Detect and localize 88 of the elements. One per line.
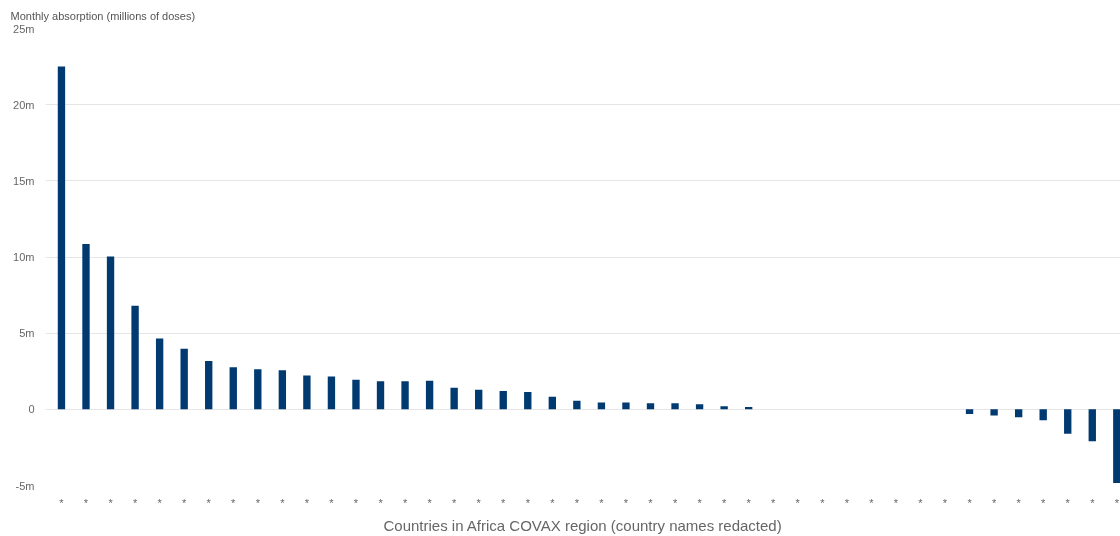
x-tick-label: * <box>746 496 752 509</box>
x-tick-label: * <box>378 496 384 509</box>
x-tick-label: * <box>59 496 65 509</box>
x-tick-label: * <box>795 496 801 509</box>
x-tick-label: * <box>844 496 850 509</box>
bar <box>475 389 483 410</box>
x-tick-label: * <box>304 496 310 509</box>
x-tick-label: * <box>942 496 948 509</box>
bar <box>1088 409 1096 442</box>
bar <box>205 361 213 410</box>
bar <box>376 381 385 410</box>
bar <box>1014 409 1023 418</box>
bar <box>524 392 532 410</box>
bar <box>499 391 507 410</box>
x-tick-label: * <box>501 496 507 509</box>
x-tick-label: * <box>427 496 433 509</box>
bar <box>106 256 115 410</box>
x-tick-label: * <box>329 496 335 509</box>
bar <box>278 370 287 410</box>
bar <box>695 404 704 410</box>
bar <box>327 376 336 410</box>
x-tick-label: * <box>353 496 359 509</box>
x-tick-label: * <box>991 496 997 509</box>
x-tick-label: * <box>132 496 138 509</box>
x-tick-label: * <box>452 496 458 509</box>
y-tick-label: 20m <box>13 98 35 111</box>
x-tick-label: * <box>599 496 605 509</box>
x-tick-label: * <box>476 496 482 509</box>
x-tick-label: * <box>255 496 261 509</box>
x-tick-label: * <box>525 496 531 509</box>
y-tick-label: -5m <box>15 479 35 492</box>
x-tick-label: * <box>721 496 727 509</box>
bar <box>57 66 66 410</box>
bar <box>597 402 606 410</box>
x-tick-label: * <box>280 496 286 509</box>
x-tick-label: * <box>83 496 89 509</box>
y-tick-label: 25m <box>13 22 35 35</box>
bar <box>155 338 164 410</box>
bar <box>573 400 581 410</box>
bar <box>720 406 728 410</box>
bar <box>401 381 409 410</box>
x-tick-label: * <box>771 496 777 509</box>
x-tick-label: * <box>697 496 703 509</box>
x-tick-label: * <box>820 496 826 509</box>
bar <box>303 375 311 410</box>
x-axis-title: Countries in Africa COVAX region (country names redacted) <box>383 516 782 534</box>
x-tick-label: * <box>1065 496 1071 509</box>
bar <box>965 409 974 414</box>
x-tick-label: * <box>182 496 188 509</box>
y-tick-label: 0 <box>28 403 35 416</box>
bar <box>548 396 556 410</box>
x-tick-label: * <box>1090 496 1096 509</box>
y-axis-title: Monthly absorption (millions of doses) <box>10 9 196 22</box>
bar <box>622 402 630 410</box>
y-tick-label: 5m <box>19 327 35 340</box>
bar <box>352 379 360 410</box>
x-tick-label: * <box>869 496 875 509</box>
y-tick-label: 15m <box>13 174 35 187</box>
x-tick-label: * <box>108 496 114 509</box>
x-tick-label: * <box>231 496 237 509</box>
y-tick-label: 10m <box>13 251 35 263</box>
x-tick-label: * <box>672 496 678 509</box>
bar <box>671 403 679 410</box>
x-tick-label: * <box>967 496 973 509</box>
x-tick-label: * <box>574 496 580 509</box>
x-tick-label: * <box>648 496 654 509</box>
x-tick-label: * <box>623 496 629 509</box>
bar <box>1113 409 1120 483</box>
bar <box>425 380 434 410</box>
x-tick-label: * <box>1114 496 1120 509</box>
x-tick-label: * <box>918 496 924 509</box>
bar <box>131 305 139 410</box>
bar <box>990 409 998 416</box>
bar <box>180 348 188 410</box>
x-tick-label: * <box>550 496 556 509</box>
x-tick-label: * <box>893 496 899 509</box>
bar <box>450 387 458 410</box>
x-tick-label: * <box>1016 496 1022 509</box>
bar <box>229 367 237 410</box>
bar <box>1039 409 1047 421</box>
bar <box>1064 409 1072 434</box>
bar <box>254 369 262 410</box>
x-tick-label: * <box>206 496 212 509</box>
x-tick-label: * <box>157 496 163 509</box>
x-tick-label: * <box>1041 496 1047 509</box>
bar <box>646 403 655 410</box>
bar <box>82 244 90 410</box>
x-tick-label: * <box>402 496 408 509</box>
